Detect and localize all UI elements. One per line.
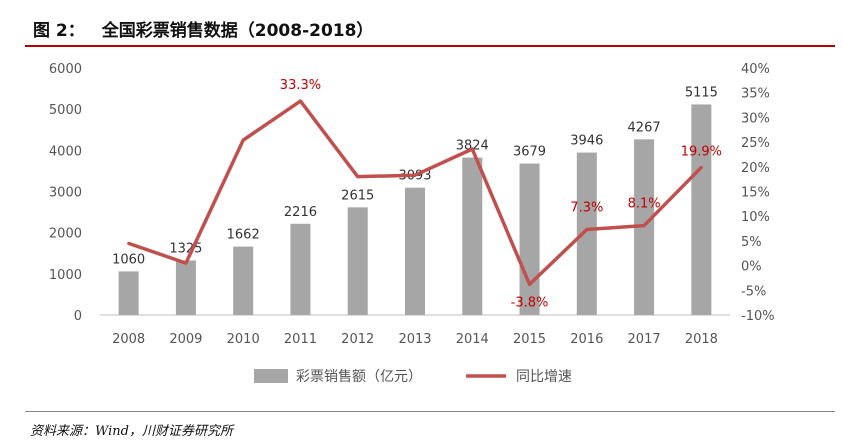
bar [233, 246, 254, 315]
growth-value-label: -3.8% [511, 295, 549, 310]
y-right-tick-label: 35% [741, 87, 770, 102]
growth-value-label: 7.3% [570, 201, 603, 216]
x-tick-label: 2016 [570, 332, 603, 347]
bar-value-label: 3824 [456, 139, 489, 154]
x-tick-label: 2017 [628, 332, 661, 347]
bar-value-label: 1325 [169, 241, 202, 256]
y-right-tick-label: 20% [741, 161, 770, 176]
y-right-tick-label: -5% [741, 284, 766, 299]
figure-title: 图 2： 全国彩票销售数据（2008-2018） [33, 16, 373, 41]
x-tick-label: 2011 [284, 332, 317, 347]
growth-point [298, 99, 302, 103]
y-left-tick-label: 4000 [49, 144, 82, 159]
y-right-tick-label: 5% [741, 235, 762, 250]
bar [519, 163, 540, 315]
growth-point [356, 175, 360, 179]
title-bar: 图 2： 全国彩票销售数据（2008-2018） [25, 12, 835, 44]
figure-label: 图 2： [33, 21, 85, 41]
y-left-tick-label: 1000 [49, 268, 82, 283]
bar-value-label: 1662 [227, 228, 260, 243]
y-left-tick-label: 6000 [49, 62, 82, 77]
x-tick-label: 2013 [398, 332, 431, 347]
bar-value-label: 2615 [341, 188, 374, 203]
legend-bar-label: 彩票销售额（亿元） [296, 369, 422, 385]
growth-point [470, 147, 474, 151]
growth-value-label: 8.1% [628, 197, 661, 212]
figure-title-text: 全国彩票销售数据（2008-2018） [101, 21, 374, 41]
y-right-tick-label: 40% [741, 62, 770, 77]
bar [347, 207, 368, 315]
bar [576, 152, 597, 315]
y-right-tick-label: 30% [741, 111, 770, 126]
x-tick-label: 2008 [112, 332, 145, 347]
growth-value-label: 33.3% [280, 78, 321, 93]
bar-value-label: 5115 [685, 85, 718, 100]
y-left-tick-label: 2000 [49, 227, 82, 242]
bar [175, 260, 196, 315]
bottom-rule [25, 411, 835, 412]
growth-value-label: 19.9% [681, 144, 722, 159]
y-left-tick-label: 3000 [49, 186, 82, 201]
x-tick-label: 2012 [341, 332, 374, 347]
bar-value-label: 2216 [284, 205, 317, 220]
bar [405, 187, 425, 315]
legend-bar-swatch [254, 369, 288, 383]
bar [290, 223, 311, 315]
x-tick-label: 2009 [169, 332, 202, 347]
x-tick-label: 2014 [456, 332, 489, 347]
title-rule [25, 45, 835, 47]
bar-value-label: 3679 [513, 145, 546, 160]
bar-value-label: 4267 [628, 120, 661, 135]
y-right-tick-label: 0% [741, 260, 762, 275]
growth-point [585, 228, 589, 232]
combo-chart: 0 1000 2000 3000 4000 5000 6000 -10% -5% 0% 5% 10% 1… [49, 62, 775, 385]
x-tick-label: 2010 [227, 332, 260, 347]
y-left-tick-label: 5000 [49, 103, 82, 118]
bar-value-label: 1060 [112, 252, 145, 267]
y-right-tick-label: 25% [741, 136, 770, 151]
y-right-tick-label: 10% [741, 210, 770, 225]
y-left-tick-label: 0 [74, 309, 82, 324]
growth-point [127, 241, 131, 245]
x-tick-label: 2018 [685, 332, 718, 347]
bar [118, 271, 139, 315]
growth-point [642, 224, 646, 228]
bar-value-label: 3946 [570, 134, 603, 149]
x-tick-label: 2015 [513, 332, 546, 347]
y-right-tick-label: -10% [741, 309, 775, 324]
legend-line-label: 同比增速 [516, 369, 572, 385]
growth-point [413, 173, 417, 177]
growth-point [699, 165, 703, 169]
growth-point [528, 282, 532, 286]
growth-point [184, 261, 188, 265]
growth-point [241, 138, 245, 142]
source-note: 资料来源：Wind，川财证券研究所 [30, 424, 233, 439]
bar [691, 104, 712, 316]
bar [462, 157, 483, 315]
y-right-tick-label: 15% [741, 186, 770, 201]
